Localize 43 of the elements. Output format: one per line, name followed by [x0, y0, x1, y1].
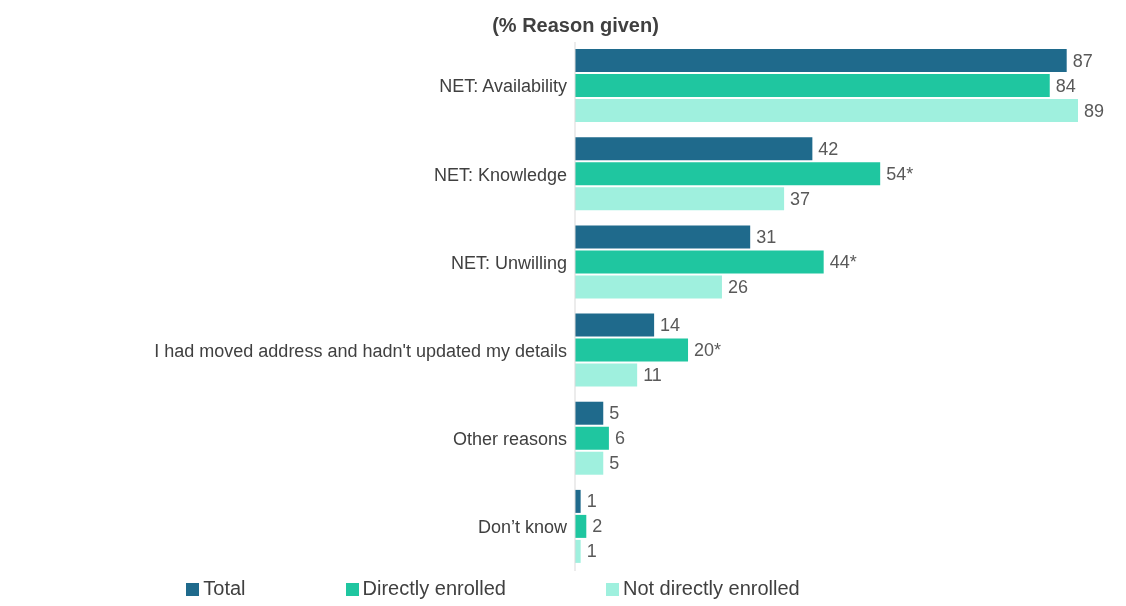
bar — [575, 313, 655, 337]
y-tick-label: NET: Knowledge — [433, 164, 567, 185]
y-tick-label: I had moved address and hadn't updated my details — [154, 340, 567, 361]
data-label: 26 — [727, 276, 748, 297]
bar — [575, 451, 604, 475]
y-tick-label: NET: Availability — [439, 76, 567, 97]
legend-label: Not directly enrolled — [622, 577, 800, 599]
y-tick-label: Other reasons — [452, 429, 567, 450]
bar — [575, 250, 824, 274]
legend-label: Total — [203, 577, 246, 599]
chart-title: (% Reason given) — [491, 13, 660, 38]
data-label: 1 — [586, 541, 597, 562]
data-label: 44* — [829, 251, 857, 272]
bar — [575, 225, 751, 249]
bar — [575, 99, 1078, 123]
data-label: 2 — [592, 516, 603, 537]
data-label: 6 — [614, 428, 625, 449]
bar — [575, 137, 813, 161]
data-label: 89 — [1084, 100, 1105, 121]
data-label: 31 — [756, 226, 777, 247]
data-label: 1 — [586, 491, 597, 512]
data-label: 5 — [609, 453, 620, 474]
y-tick-label: Don’t know — [477, 517, 568, 538]
data-label: 84 — [1055, 75, 1076, 96]
data-label: 42 — [818, 138, 839, 159]
bar — [575, 426, 609, 450]
bar — [575, 187, 785, 211]
y-tick-label: NET: Unwilling — [450, 252, 567, 273]
bar — [575, 401, 604, 425]
bar — [575, 74, 1050, 98]
data-label: 20* — [694, 340, 722, 361]
data-label: 87 — [1072, 50, 1093, 71]
bar — [575, 49, 1067, 73]
bar — [575, 338, 689, 362]
data-label: 37 — [790, 188, 811, 209]
data-label: 11 — [643, 365, 662, 386]
data-label: 5 — [609, 403, 620, 424]
bar — [575, 363, 638, 387]
data-label: 54* — [886, 163, 914, 184]
bar — [575, 162, 881, 186]
bar — [575, 275, 722, 299]
data-label: 14 — [660, 315, 681, 336]
legend-label: Directly enrolled — [362, 577, 506, 599]
